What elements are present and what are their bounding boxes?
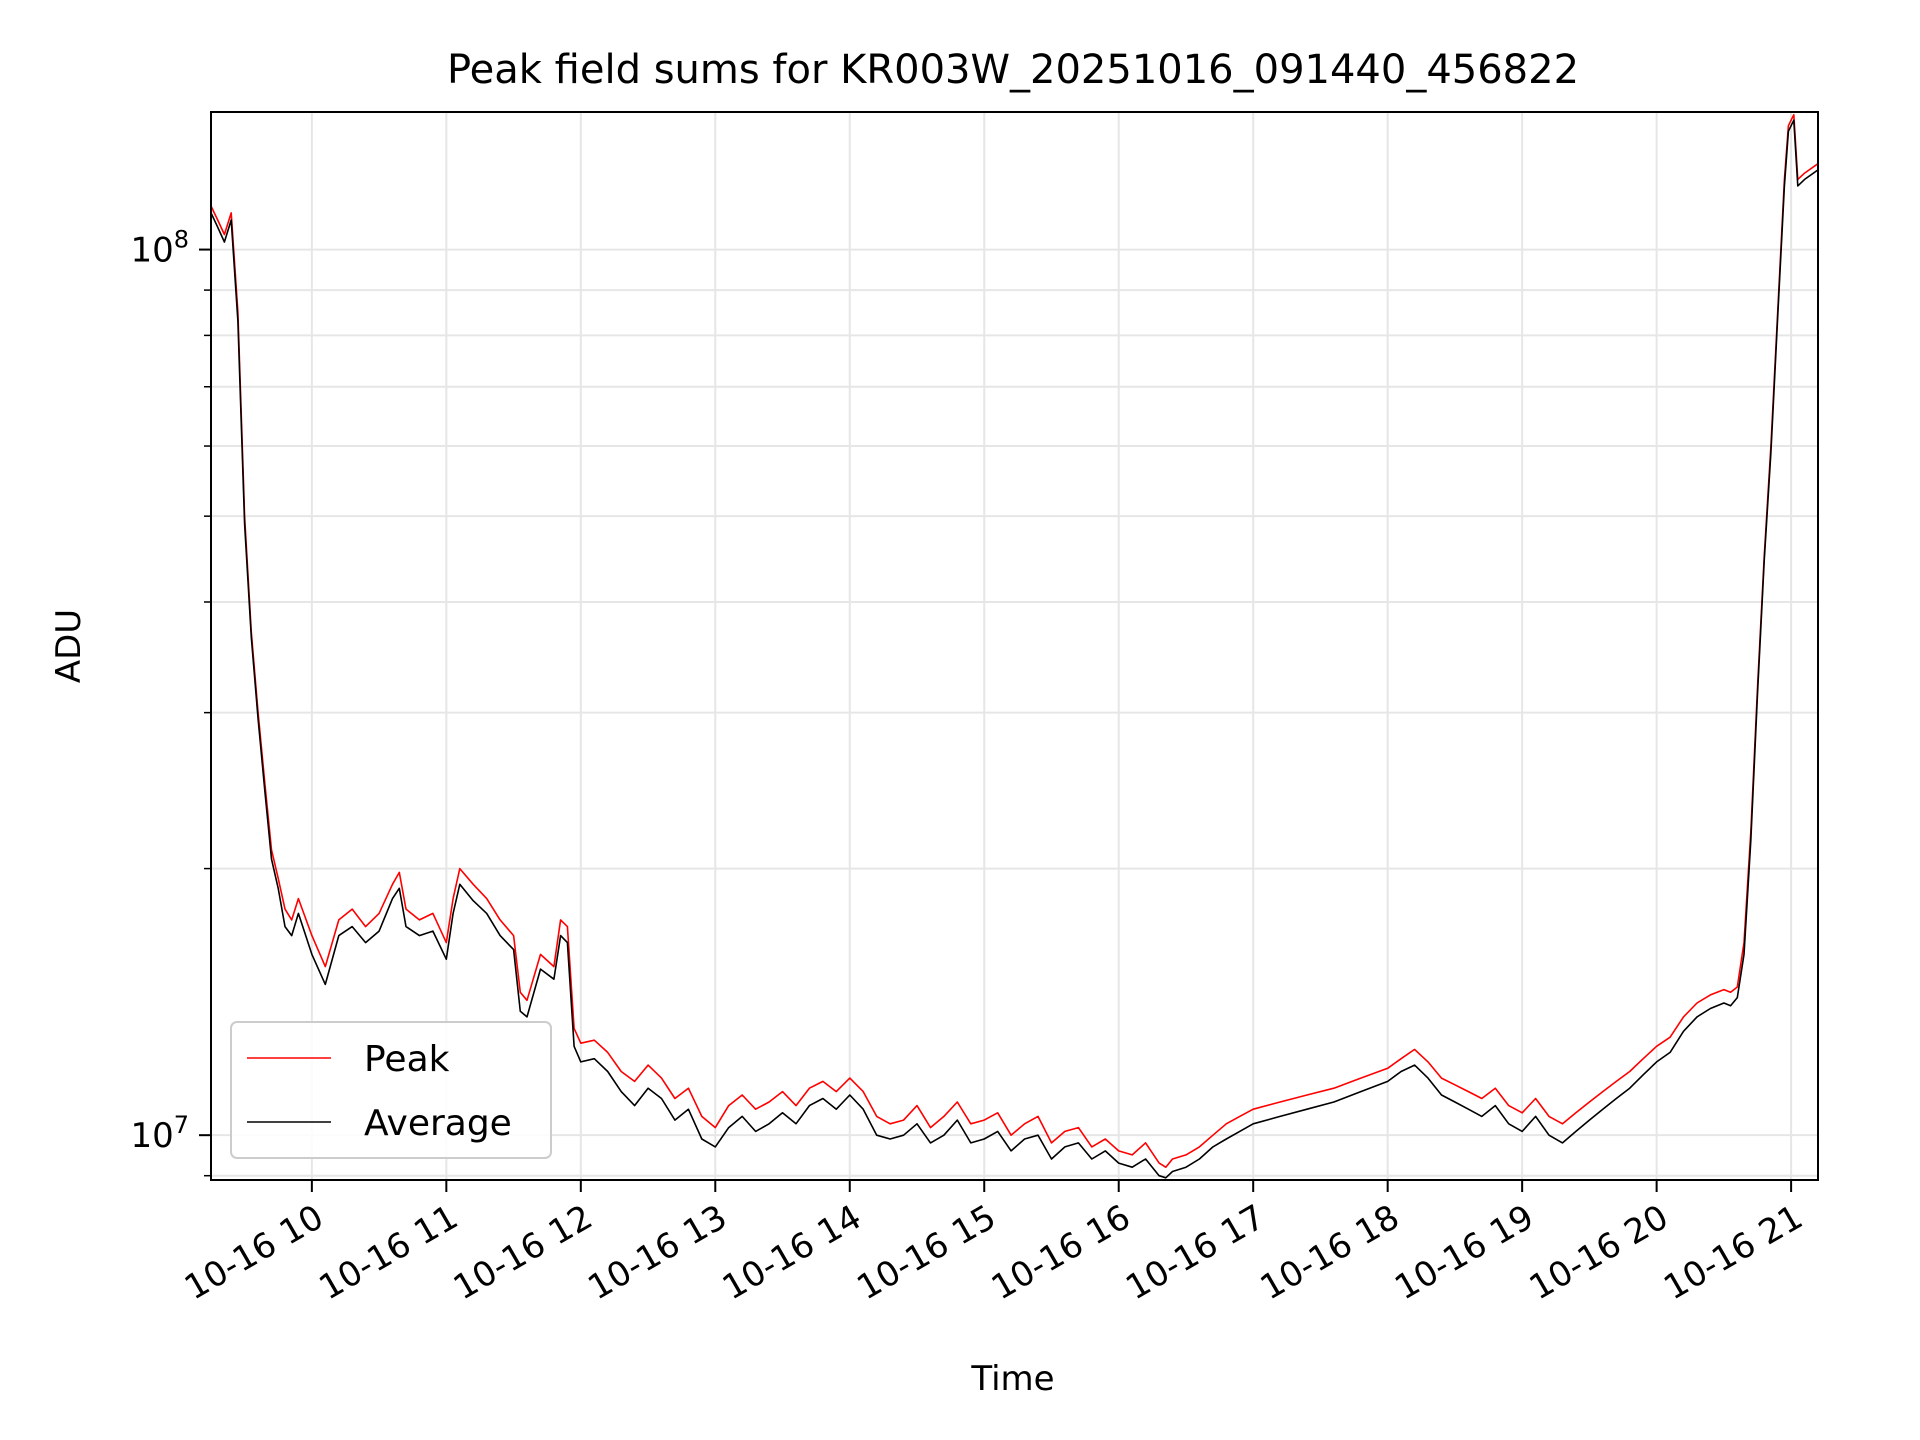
series-line-peak xyxy=(211,113,1818,1168)
series-layer xyxy=(211,113,1818,1179)
legend-box xyxy=(230,1021,552,1159)
y-tick-label-base: 10 xyxy=(130,231,173,271)
y-axis-label: ADU xyxy=(49,609,89,683)
chart-title: Peak field sums for KR003W_20251016_0914… xyxy=(447,47,1579,93)
series-line-average xyxy=(211,119,1818,1179)
y-tick-label-exponent: 7 xyxy=(174,1111,189,1139)
y-tick-label: 108 xyxy=(130,226,189,271)
x-axis-label: Time xyxy=(970,1359,1054,1399)
plot-frame xyxy=(210,111,1819,1181)
legend-average-label: Average xyxy=(364,1103,512,1144)
grid xyxy=(211,112,1818,1180)
y-tick-label-exponent: 8 xyxy=(174,226,189,254)
legend: Peak Average xyxy=(230,1021,552,1159)
y-tick-label-base: 10 xyxy=(130,1116,173,1156)
y-tick-label: 107 xyxy=(130,1111,189,1156)
legend-peak-label: Peak xyxy=(364,1039,450,1080)
